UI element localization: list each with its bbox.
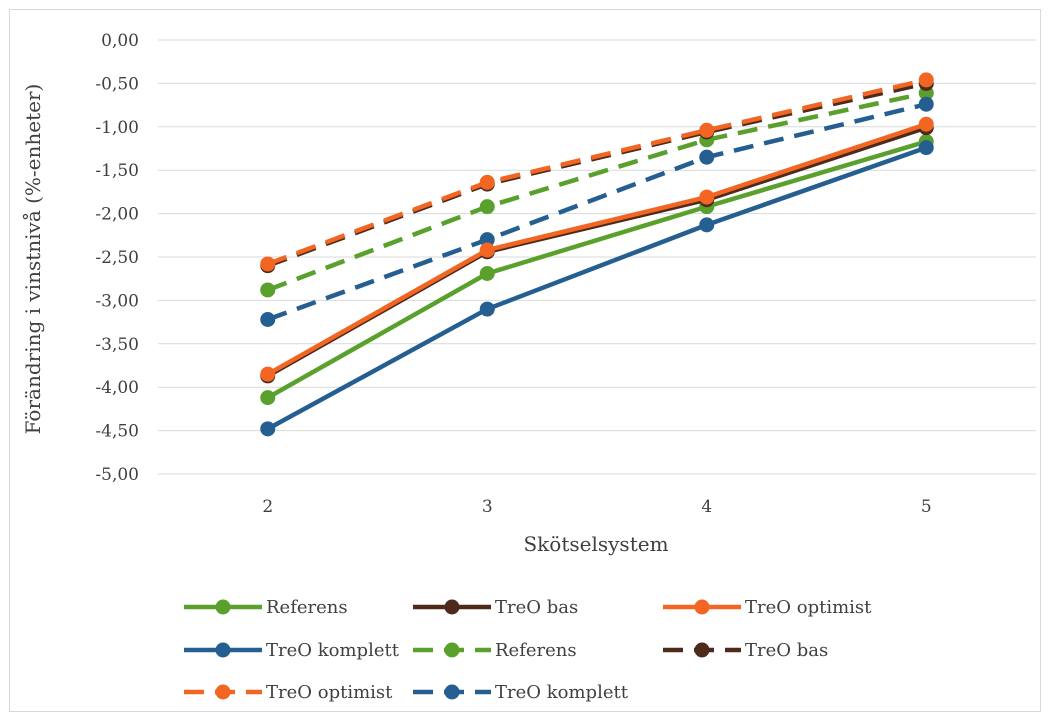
data-point xyxy=(260,311,276,327)
x-tick-labels: 2 3 4 5 xyxy=(262,497,931,517)
data-point xyxy=(918,116,934,132)
data-point xyxy=(699,122,715,138)
y-tick-label: -1,50 xyxy=(95,161,139,181)
series-line xyxy=(266,145,927,431)
series-line xyxy=(266,77,927,267)
data-point xyxy=(479,242,495,258)
data-point xyxy=(260,390,276,406)
series-line xyxy=(266,102,927,322)
legend-marker xyxy=(215,684,231,700)
data-point xyxy=(260,421,276,437)
y-tick-label: -5,00 xyxy=(95,465,139,485)
legend-marker xyxy=(694,599,710,615)
series-dashed-7 xyxy=(260,96,934,327)
series-lines xyxy=(260,72,934,437)
y-tick-label: -4,00 xyxy=(95,378,139,398)
legend-marker xyxy=(694,642,710,658)
x-tick-label: 4 xyxy=(701,497,712,517)
legend-label: TreO bas xyxy=(745,640,828,661)
y-tick-labels: 0,00 -0,50 -1,00 -1,50 -2,00 -2,50 -3,00 -3,50 -… xyxy=(95,31,139,485)
legend-item: TreO komplett xyxy=(184,640,400,661)
series-dashed-6 xyxy=(260,72,934,272)
legend-item: TreO bas xyxy=(663,640,828,661)
legend-item: TreO optimist xyxy=(184,682,393,703)
data-point xyxy=(479,174,495,190)
data-point xyxy=(479,199,495,215)
series-line xyxy=(266,90,927,293)
data-point xyxy=(918,96,934,112)
series-solid-2 xyxy=(260,116,934,382)
legend-label: Referens xyxy=(266,597,348,618)
data-point xyxy=(260,282,276,298)
data-point xyxy=(699,217,715,233)
y-tick-label: -2,50 xyxy=(95,248,139,268)
legend-label: TreO komplett xyxy=(495,682,629,703)
legend-marker xyxy=(444,684,460,700)
chart-frame xyxy=(9,9,1041,712)
y-tick-label: -4,50 xyxy=(95,422,139,442)
y-tick-label: -3,00 xyxy=(95,291,139,311)
legend-label: TreO optimist xyxy=(266,682,393,703)
series-line xyxy=(266,122,927,377)
legend-label: Referens xyxy=(495,640,577,661)
y-tick-label: -0,50 xyxy=(95,74,139,94)
data-point xyxy=(260,366,276,382)
y-tick-label: 0,00 xyxy=(101,31,139,51)
data-point xyxy=(479,232,495,248)
data-point xyxy=(918,140,934,156)
x-axis-title: Skötselsystem xyxy=(523,532,668,556)
legend: Referens TreO bas TreO optimist TreO komple… xyxy=(184,597,872,703)
series-solid-3 xyxy=(260,140,934,437)
x-tick-label: 5 xyxy=(921,497,932,517)
x-tick-label: 3 xyxy=(482,497,493,517)
legend-label: TreO komplett xyxy=(266,640,400,661)
data-point xyxy=(479,301,495,317)
legend-marker xyxy=(444,599,460,615)
legend-item: TreO bas xyxy=(413,597,578,618)
y-tick-label: -1,00 xyxy=(95,118,139,138)
legend-item: Referens xyxy=(184,597,348,618)
data-point xyxy=(699,189,715,205)
data-point xyxy=(260,256,276,272)
data-point xyxy=(479,265,495,281)
data-point xyxy=(699,149,715,165)
legend-marker xyxy=(215,642,231,658)
y-axis-title: Förändring i vinstnivå (%-enheter) xyxy=(21,84,45,435)
x-tick-label: 2 xyxy=(262,497,273,517)
legend-marker xyxy=(444,642,460,658)
legend-item: TreO optimist xyxy=(663,597,872,618)
legend-item: TreO komplett xyxy=(413,682,629,703)
legend-label: TreO bas xyxy=(495,597,578,618)
series-line xyxy=(266,139,927,400)
data-point xyxy=(918,72,934,88)
legend-label: TreO optimist xyxy=(745,597,872,618)
legend-marker xyxy=(215,599,231,615)
gridlines xyxy=(158,39,1036,475)
y-tick-label: -3,50 xyxy=(95,335,139,355)
legend-item: Referens xyxy=(413,640,577,661)
y-tick-label: -2,00 xyxy=(95,205,139,225)
